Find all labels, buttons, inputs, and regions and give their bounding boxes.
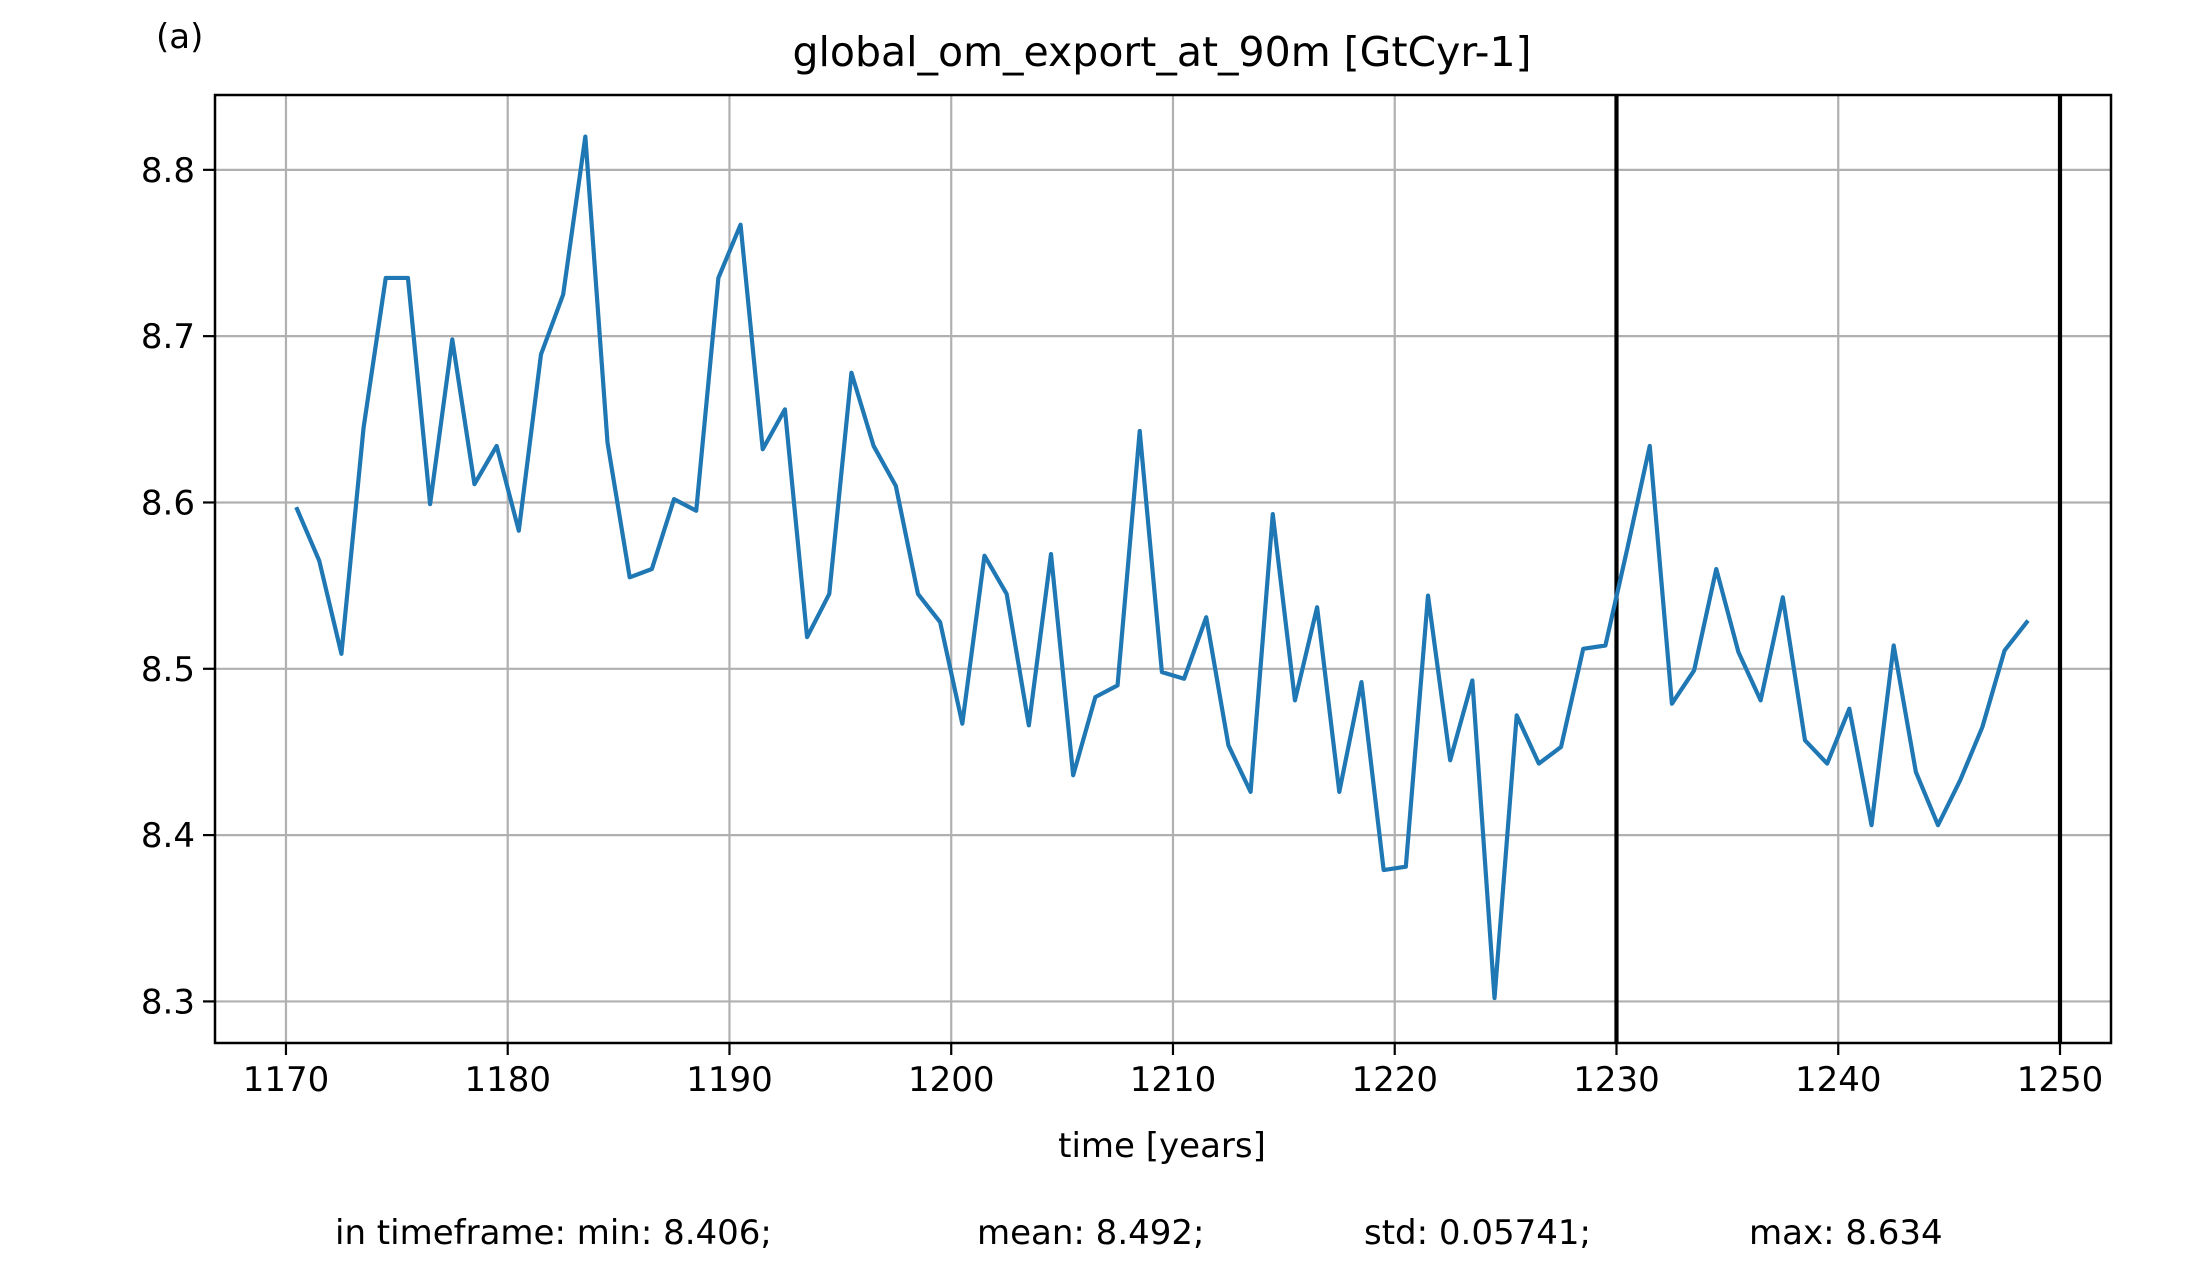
x-tick-label: 1190 bbox=[686, 1060, 773, 1100]
vertical-markers bbox=[1614, 95, 2063, 1043]
x-axis-ticks: 1170 1180 1190 1200 1210 1220 1230 1240 1250 bbox=[243, 1043, 2104, 1100]
y-tick-label: 8.4 bbox=[141, 816, 195, 856]
x-tick-label: 1210 bbox=[1130, 1060, 1217, 1100]
series-layer bbox=[294, 134, 2030, 1001]
y-axis-ticks: 8.3 8.4 8.5 8.6 8.7 8.8 bbox=[141, 151, 215, 1022]
y-tick-label: 8.3 bbox=[141, 982, 195, 1022]
series-line bbox=[294, 134, 2030, 1001]
y-tick-label: 8.6 bbox=[141, 483, 195, 523]
x-tick-label: 1240 bbox=[1795, 1060, 1882, 1100]
stat-std: std: 0.05741; bbox=[1364, 1213, 1591, 1253]
x-tick-label: 1200 bbox=[908, 1060, 995, 1100]
stat-mean: mean: 8.492; bbox=[977, 1213, 1204, 1253]
x-tick-label: 1220 bbox=[1351, 1060, 1438, 1100]
panel-label: (a) bbox=[156, 17, 203, 57]
y-tick-label: 8.8 bbox=[141, 151, 195, 191]
stat-min: in timeframe: min: 8.406; bbox=[335, 1213, 772, 1253]
x-tick-label: 1250 bbox=[2017, 1060, 2104, 1100]
x-tick-label: 1180 bbox=[464, 1060, 551, 1100]
y-tick-label: 8.7 bbox=[141, 317, 195, 357]
x-tick-label: 1230 bbox=[1573, 1060, 1660, 1100]
y-tick-label: 8.5 bbox=[141, 650, 195, 690]
stat-max: max: 8.634 bbox=[1749, 1213, 1943, 1253]
chart-title: global_om_export_at_90m [GtCyr-1] bbox=[792, 28, 1531, 76]
grid-lines bbox=[215, 95, 2111, 1043]
x-tick-label: 1170 bbox=[243, 1060, 330, 1100]
x-axis-label: time [years] bbox=[1058, 1126, 1266, 1166]
plot-frame bbox=[213, 93, 2113, 1045]
